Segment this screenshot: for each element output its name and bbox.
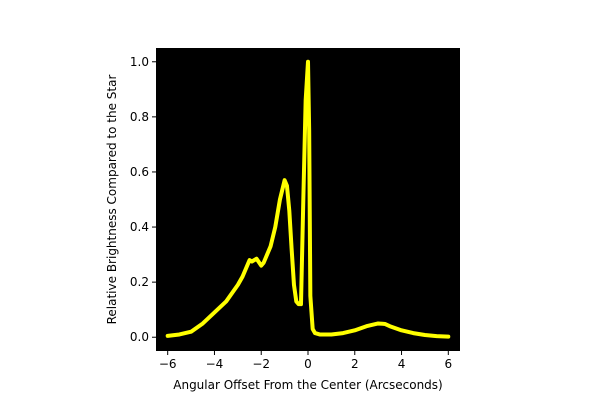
series-layer [165,59,451,339]
x-tick-label: 0 [304,357,312,371]
y-tick-label: 0.6 [130,165,149,179]
x-tick-label: −6 [159,357,177,371]
x-tick-label: −4 [206,357,224,371]
y-axis-label: Relative Brightness Compared to the Star [105,75,119,325]
series-line-0 [165,59,451,339]
y-tick-label: 1.0 [130,55,149,69]
x-tick-label: 4 [398,357,406,371]
x-axis-label: Angular Offset From the Center (Arcsecon… [173,378,442,392]
x-tick-label: −2 [252,357,270,371]
x-tick-label: 6 [444,357,452,371]
y-axis: 0.0 0.2 0.4 0.6 0.8 1.0 [130,55,156,344]
x-axis: −6 −4 −2 0 2 4 6 [159,351,452,371]
y-tick-label: 0.4 [130,220,149,234]
y-tick-label: 0.8 [130,110,149,124]
x-tick-label: 2 [351,357,359,371]
y-tick-label: 0.2 [130,275,149,289]
y-tick-label: 0.0 [130,330,149,344]
